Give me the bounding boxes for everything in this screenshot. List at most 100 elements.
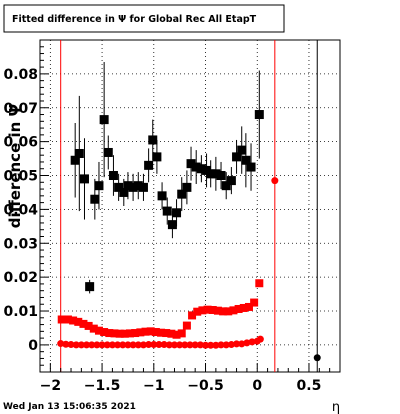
timestamp-label: Wed Jan 13 15:06:35 2021 <box>3 402 136 412</box>
data-point-square <box>152 152 162 162</box>
data-point-square <box>94 326 103 335</box>
title-box <box>3 4 285 33</box>
data-point-circle <box>233 340 241 348</box>
data-point-circle <box>145 341 153 349</box>
data-point-square <box>74 148 84 158</box>
data-point-circle <box>88 341 96 349</box>
data-point-square <box>63 315 72 324</box>
x-tick-label: 0 <box>252 378 262 394</box>
y-axis-label: difference in Ψ <box>6 104 24 229</box>
data-point-circle <box>93 341 101 349</box>
data-point-square <box>94 181 104 191</box>
data-point-circle <box>155 341 163 349</box>
data-point-square <box>119 187 129 197</box>
data-point-circle <box>248 338 256 346</box>
data-point-circle <box>150 341 158 349</box>
data-point-circle <box>139 341 147 349</box>
data-point-square <box>255 279 264 288</box>
tick-labels: −2 −1.5 −1 −0.5 0 0.5 0 0.01 0.02 0.03 0.04 0.05 0.0… <box>3 67 321 394</box>
data-point-square <box>115 329 124 338</box>
data-point-circle <box>165 341 173 349</box>
data-point-square <box>89 324 98 333</box>
x-axis-label: η <box>332 400 340 414</box>
data-point-square <box>213 306 222 315</box>
data-point-circle <box>227 341 235 349</box>
data-point-square <box>103 147 113 157</box>
data-point-circle <box>212 341 220 349</box>
data-point-square <box>70 155 80 165</box>
data-point-square <box>108 171 118 181</box>
data-point-square <box>74 317 83 326</box>
data-point-square <box>206 169 216 179</box>
data-point-square <box>167 329 176 338</box>
data-point-square <box>177 329 186 338</box>
data-point-circle <box>103 341 111 349</box>
data-point-square <box>148 135 158 145</box>
chart-title: Fitted difference in Ψ for Global Rec Al… <box>12 14 257 25</box>
data-point-square <box>157 328 166 337</box>
data-point-circle <box>170 341 178 349</box>
data-point-square <box>198 306 207 315</box>
data-point-square <box>128 182 138 192</box>
data-point-square <box>146 327 155 336</box>
data-point-square <box>131 329 140 338</box>
y-tick-label: 0.06 <box>3 135 38 151</box>
data-point-circle <box>181 341 189 349</box>
x-tick-label: −1.5 <box>84 378 121 394</box>
plot-frame <box>39 39 341 373</box>
data-point-circle <box>313 354 321 362</box>
data-point-circle <box>191 341 199 349</box>
data-point-circle <box>243 339 251 347</box>
data-point-square <box>90 194 100 204</box>
data-point-circle <box>271 177 279 185</box>
data-point-circle <box>202 341 210 349</box>
data-point-square <box>99 115 109 125</box>
data-point-square <box>226 176 236 186</box>
data-point-circle <box>207 341 215 349</box>
data-point-circle <box>217 341 225 349</box>
data-point-circle <box>77 341 85 349</box>
data-point-square <box>186 159 196 169</box>
x-tick-label: −0.5 <box>187 378 224 394</box>
data-point-square <box>232 152 242 162</box>
data-point-square <box>57 315 66 324</box>
axis-ticks <box>39 46 341 373</box>
data-point-square <box>84 321 93 330</box>
data-point-square <box>144 160 154 170</box>
data-point-square <box>100 328 109 337</box>
data-point-square <box>211 169 221 179</box>
data-point-square <box>219 307 228 316</box>
y-tick-label: 0.08 <box>3 67 38 83</box>
data-point-square <box>162 206 172 216</box>
data-point-circle <box>238 340 246 348</box>
data-point-square <box>110 329 119 338</box>
data-point-circle <box>134 341 142 349</box>
data-point-square <box>162 329 171 338</box>
data-point-circle <box>83 341 91 349</box>
data-point-square <box>79 174 89 184</box>
data-point-circle <box>196 341 204 349</box>
data-point-square <box>126 329 134 338</box>
data-point-square <box>167 220 177 230</box>
data-point-circle <box>72 341 80 349</box>
x-tick-label: 0.5 <box>297 378 322 394</box>
data-point-circle <box>119 341 127 349</box>
x-tick-label: −2 <box>40 378 61 394</box>
data-point-square <box>120 329 129 338</box>
data-point-square <box>191 162 201 172</box>
data-point-square <box>234 304 243 313</box>
data-point-square <box>239 303 248 312</box>
data-point-square <box>208 306 217 315</box>
data-point-square <box>172 330 181 339</box>
data-point-square <box>182 182 192 192</box>
x-tick-label: −1 <box>143 378 164 394</box>
data-point-square <box>244 302 253 311</box>
data-point-circle <box>57 340 65 348</box>
data-point-square <box>138 182 148 192</box>
data-point-circle <box>222 341 230 349</box>
data-point-square <box>182 321 191 330</box>
data-point-square <box>177 189 187 199</box>
y-tick-label: 0.02 <box>3 270 38 286</box>
